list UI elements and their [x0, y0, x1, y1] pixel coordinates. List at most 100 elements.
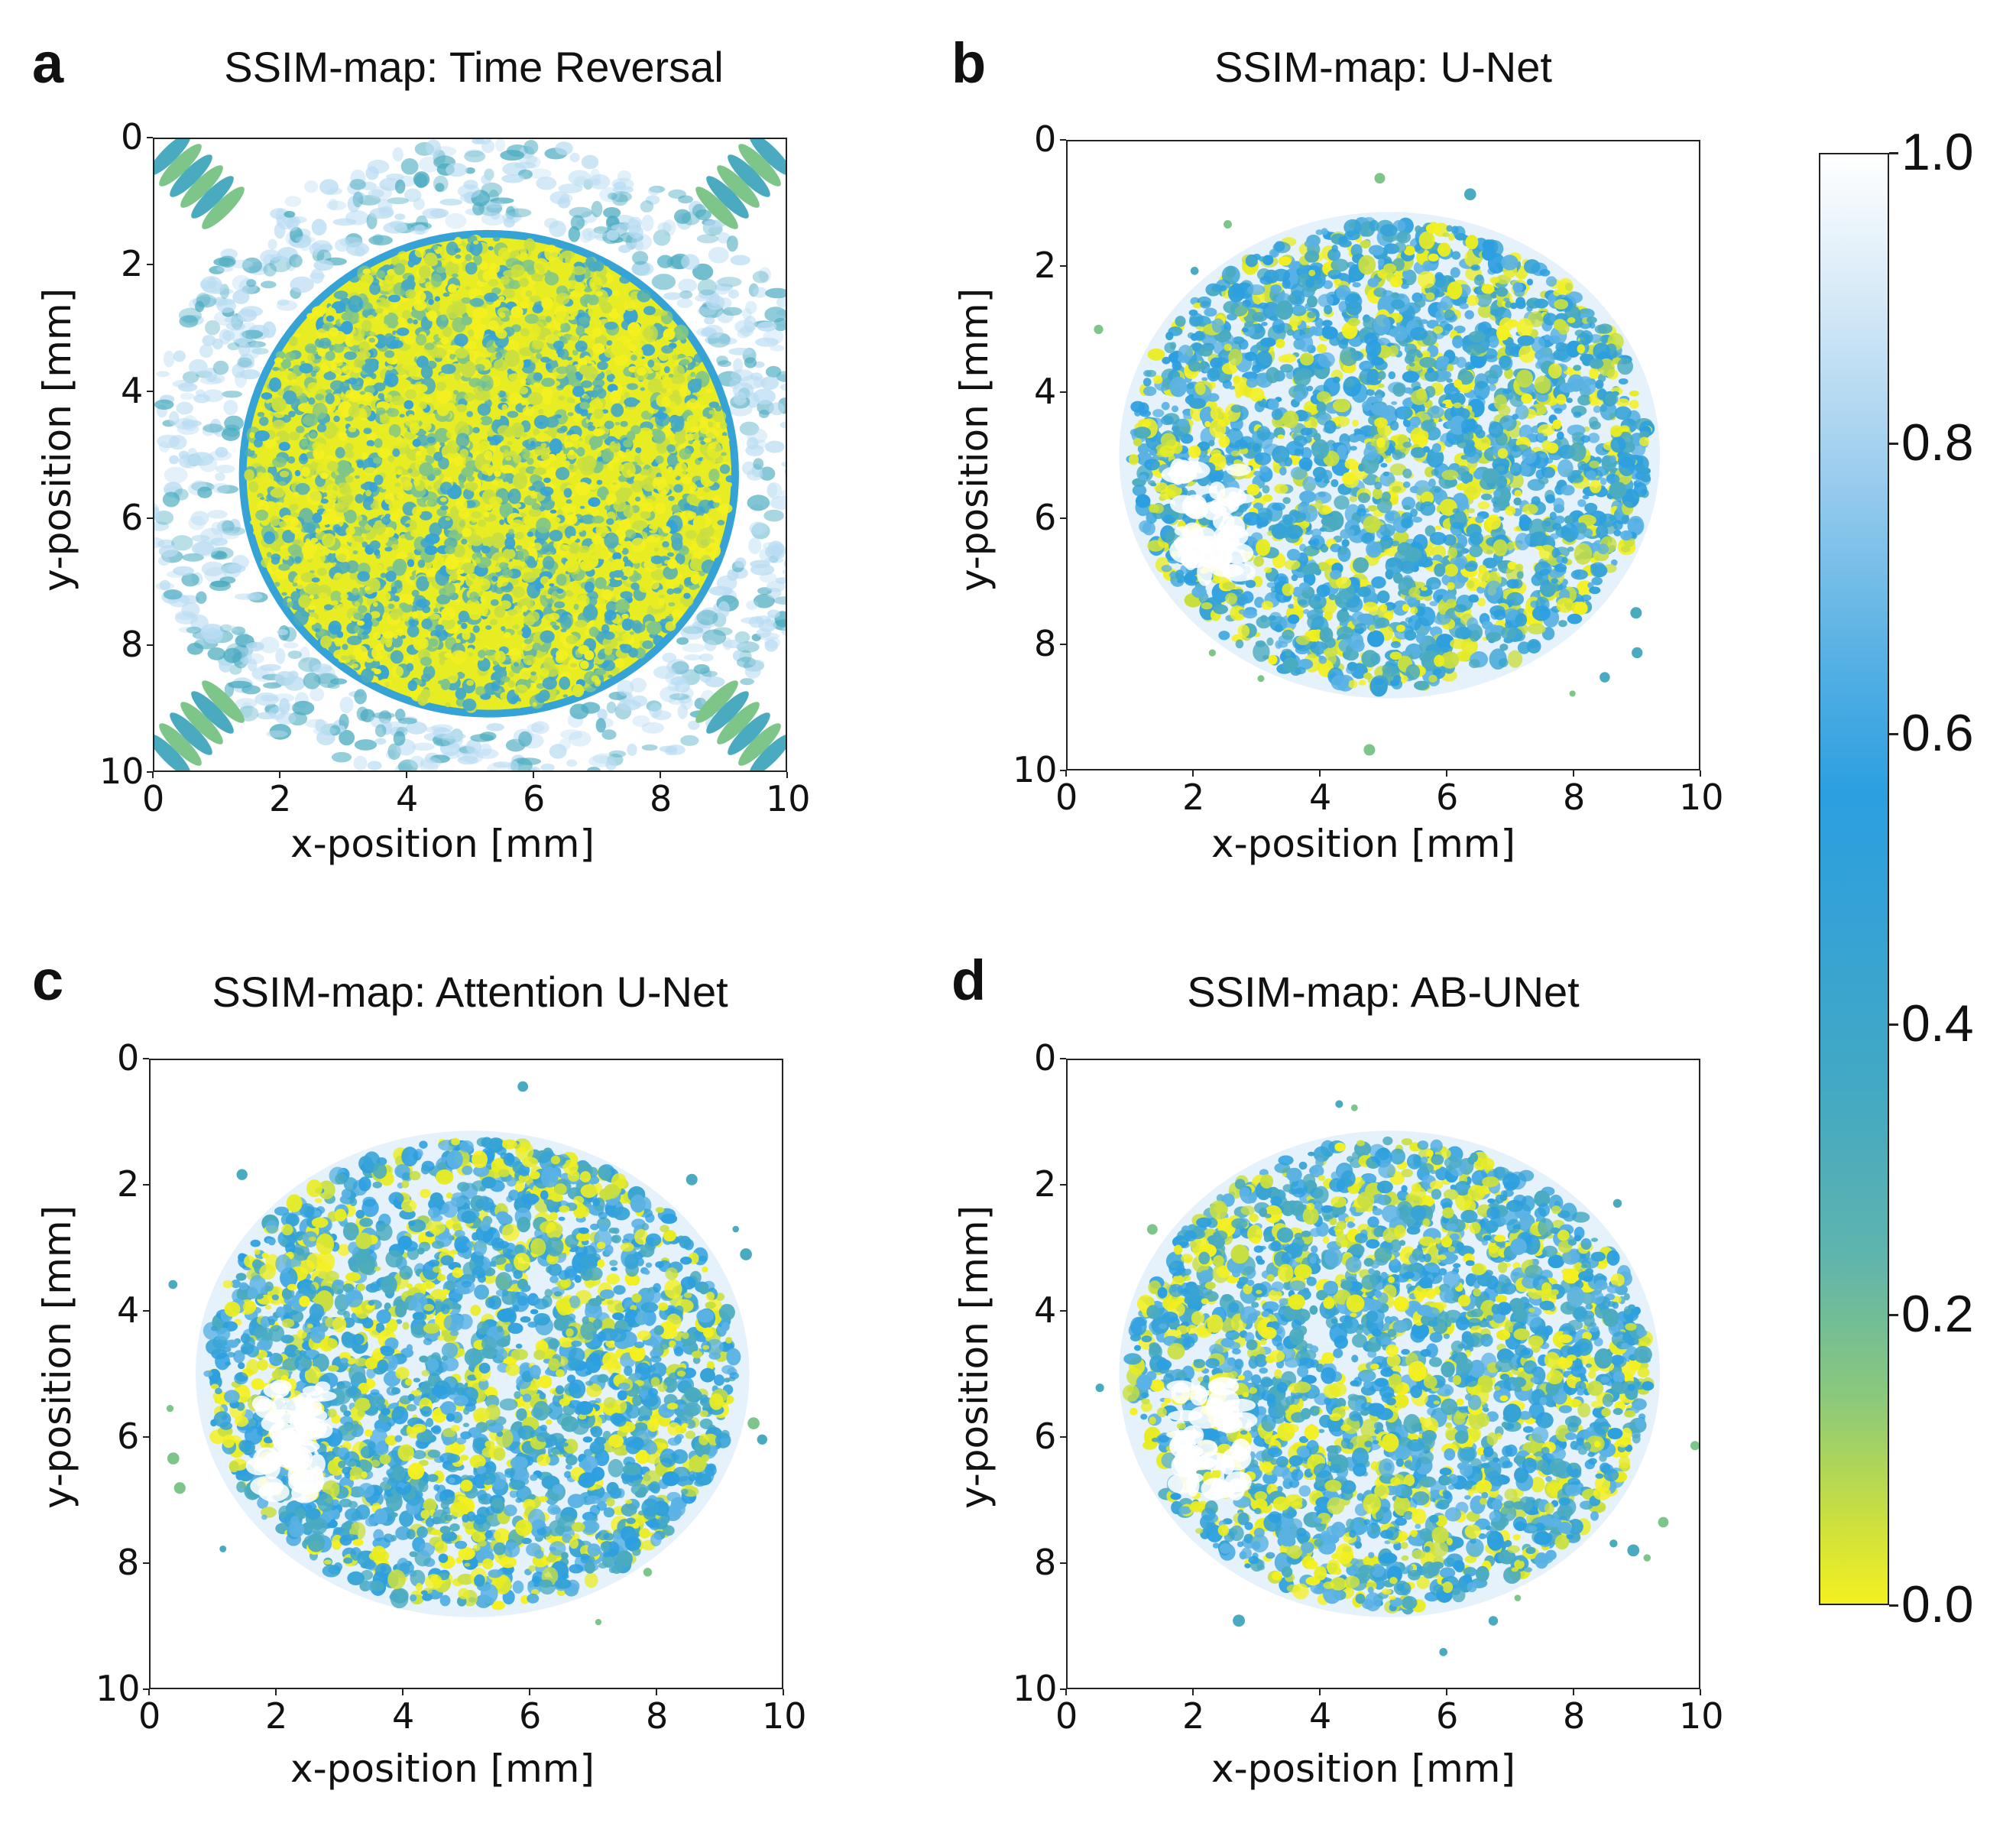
- heatmap-blob: [695, 516, 702, 523]
- heatmap-blob: [720, 452, 727, 456]
- heatmap-blob: [407, 259, 415, 268]
- heatmap-blob: [435, 569, 449, 586]
- heatmap-blob: [154, 734, 191, 770]
- heatmap-blob: [477, 519, 487, 527]
- heatmap-blob: [546, 453, 557, 462]
- heatmap-blob: [426, 139, 442, 156]
- heatmap-blob: [587, 638, 596, 650]
- heatmap-blob: [503, 217, 515, 228]
- heatmap-blob: [333, 290, 348, 300]
- heatmap-blob: [695, 680, 738, 723]
- heatmap-blob: [605, 493, 617, 504]
- heatmap-blob: [300, 453, 308, 462]
- heatmap-blob: [374, 474, 384, 485]
- heatmap-blob: [260, 663, 281, 671]
- heatmap-blob: [537, 557, 543, 561]
- heatmap-blob: [640, 387, 646, 391]
- heatmap-blob: [177, 382, 198, 392]
- heatmap-blob: [157, 556, 170, 566]
- heatmap-blob: [520, 301, 530, 309]
- heatmap-blob: [520, 399, 527, 406]
- heatmap-blob: [403, 479, 412, 488]
- heatmap-blob: [389, 339, 404, 349]
- heatmap-blob: [532, 304, 543, 314]
- heatmap-blob: [486, 723, 504, 731]
- heatmap-blob: [496, 329, 507, 339]
- heatmap-blob: [329, 612, 342, 624]
- heatmap-blob: [519, 277, 530, 287]
- heatmap-blob: [578, 545, 590, 553]
- heatmap-blob: [758, 618, 776, 632]
- heatmap-blob: [415, 598, 430, 608]
- heatmap-blob: [689, 486, 696, 493]
- heatmap-blob: [424, 545, 438, 556]
- heatmap-blob: [619, 275, 630, 284]
- heatmap-blob: [593, 408, 604, 420]
- heatmap-blob: [241, 257, 262, 274]
- heatmap-blob: [473, 385, 483, 395]
- heatmap-blob: [634, 573, 642, 581]
- heatmap-blob: [393, 731, 406, 746]
- heatmap-blob: [203, 423, 224, 433]
- heatmap-blob: [465, 167, 475, 174]
- heatmap-blob: [695, 378, 702, 386]
- heatmap-blob: [642, 477, 656, 492]
- heatmap-blob: [514, 161, 536, 169]
- heatmap-blob: [282, 530, 295, 543]
- heatmap-blob: [582, 365, 598, 381]
- heatmap-blob: [477, 657, 491, 672]
- heatmap-blob: [468, 608, 481, 621]
- heatmap-blob: [209, 265, 225, 274]
- heatmap-blob: [508, 647, 521, 661]
- heatmap-blob: [1589, 322, 1596, 329]
- heatmap-blob: [181, 573, 199, 587]
- heatmap-blob: [310, 569, 315, 574]
- heatmap-blob: [411, 611, 419, 619]
- heatmap-blob: [588, 304, 600, 319]
- heatmap-blob: [689, 398, 697, 404]
- heatmap-blob: [244, 448, 255, 457]
- heatmap-blob: [313, 726, 337, 735]
- heatmap-blob: [289, 504, 297, 512]
- heatmap-blob: [500, 465, 514, 474]
- heatmap-blob: [611, 191, 632, 203]
- heatmap-blob: [515, 545, 523, 550]
- heatmap-blob: [765, 365, 782, 378]
- heatmap-blob: [674, 430, 687, 444]
- heatmap-blob: [643, 314, 656, 327]
- heatmap-blob: [186, 642, 204, 655]
- heatmap-blob: [439, 473, 445, 479]
- heatmap-blob: [766, 482, 783, 499]
- heatmap-blob: [523, 671, 531, 677]
- heatmap-blob: [687, 720, 700, 730]
- heatmap-blob: [738, 723, 781, 766]
- heatmap-blob: [202, 680, 245, 723]
- heatmap-blob: [660, 488, 667, 497]
- heatmap-blob: [1629, 390, 1639, 397]
- heatmap-blob: [362, 634, 370, 640]
- heatmap-blob: [620, 487, 633, 498]
- heatmap-blob: [251, 348, 269, 355]
- heatmap-blob: [376, 591, 391, 602]
- heatmap-blob: [624, 391, 630, 399]
- heatmap-blob: [476, 578, 491, 592]
- heatmap-blob: [322, 421, 338, 439]
- heatmap-blob: [384, 547, 393, 552]
- heatmap-blob: [733, 358, 744, 374]
- heatmap-blob: [501, 174, 525, 183]
- heatmap-blob: [702, 324, 724, 339]
- heatmap-blob: [391, 395, 405, 406]
- heatmap-blob: [662, 219, 676, 236]
- heatmap-blob: [404, 400, 414, 410]
- heatmap-blob: [411, 589, 420, 597]
- heatmap-blob: [404, 303, 411, 309]
- heatmap-blob: [609, 571, 616, 579]
- heatmap-blob: [567, 412, 574, 417]
- heatmap-blob: [273, 693, 295, 703]
- heatmap-blob: [671, 661, 689, 675]
- heatmap-blob: [660, 407, 666, 412]
- heatmap-blob: [364, 612, 372, 623]
- heatmap-blob: [556, 649, 569, 661]
- heatmap-blob: [479, 375, 494, 391]
- heatmap-blob: [464, 392, 475, 402]
